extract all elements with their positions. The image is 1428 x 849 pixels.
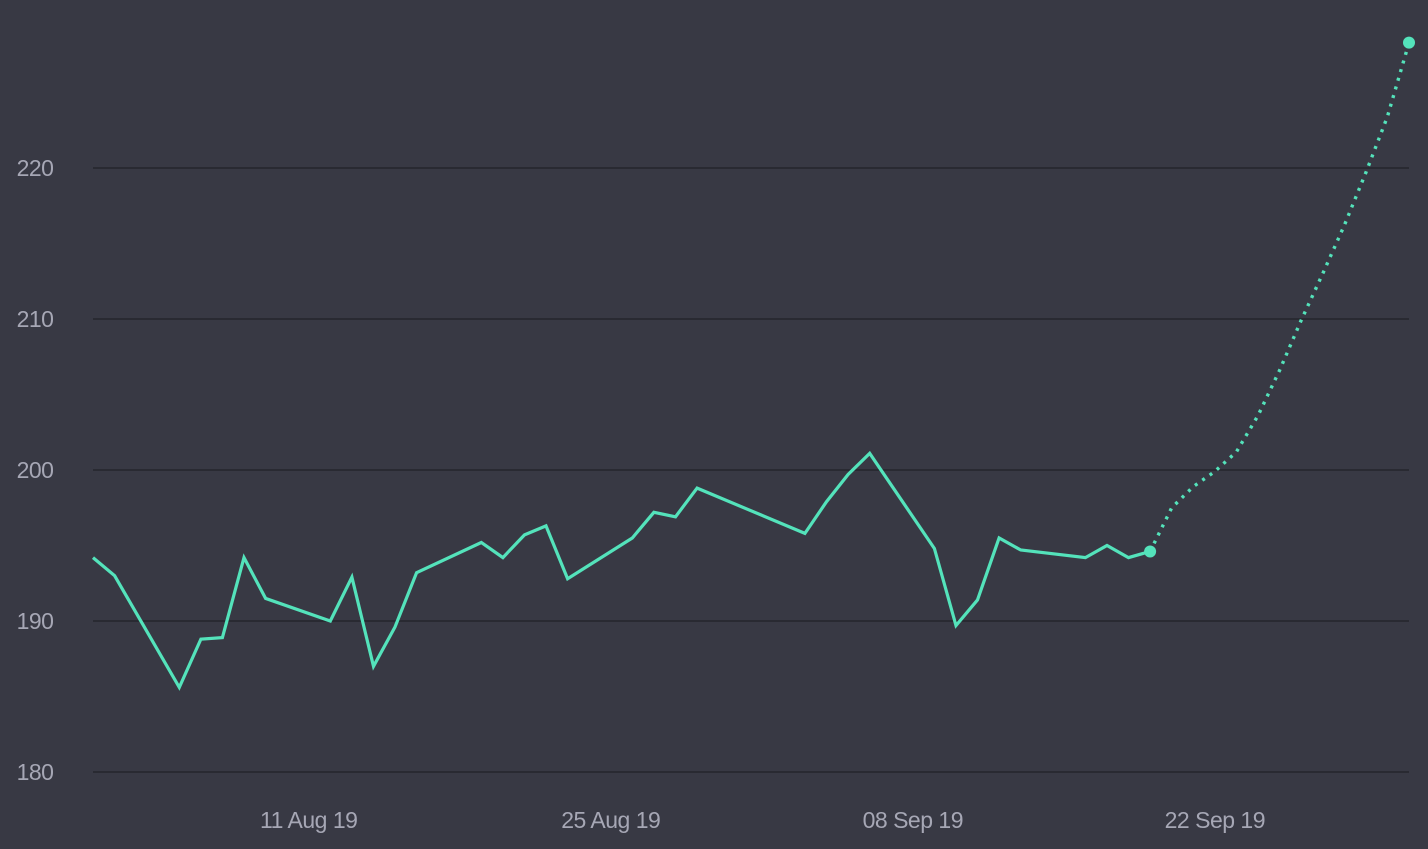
y-tick-label: 190: [17, 608, 54, 634]
y-tick-label: 180: [17, 759, 54, 785]
price-series-line: [91, 450, 1151, 691]
y-axis: 180 190 200 210 220: [17, 155, 54, 785]
gridlines: [93, 167, 1409, 773]
series-group: [91, 42, 1411, 691]
y-tick-label: 210: [17, 306, 54, 332]
x-tick-label: 22 Sep 19: [1165, 807, 1265, 833]
x-tick-label: 08 Sep 19: [863, 807, 963, 833]
last-actual-point-marker: [1144, 545, 1157, 558]
marker-group: [1144, 36, 1415, 558]
x-axis: 11 Aug 19 25 Aug 19 08 Sep 19 22 Sep 19: [260, 807, 1265, 833]
y-tick-label: 220: [17, 155, 54, 181]
y-tick-label: 200: [17, 457, 54, 483]
forecast-series-line: [1148, 42, 1411, 553]
x-tick-label: 11 Aug 19: [260, 807, 357, 833]
x-tick-label: 25 Aug 19: [561, 807, 660, 833]
forecast-end-point-marker: [1403, 36, 1415, 49]
